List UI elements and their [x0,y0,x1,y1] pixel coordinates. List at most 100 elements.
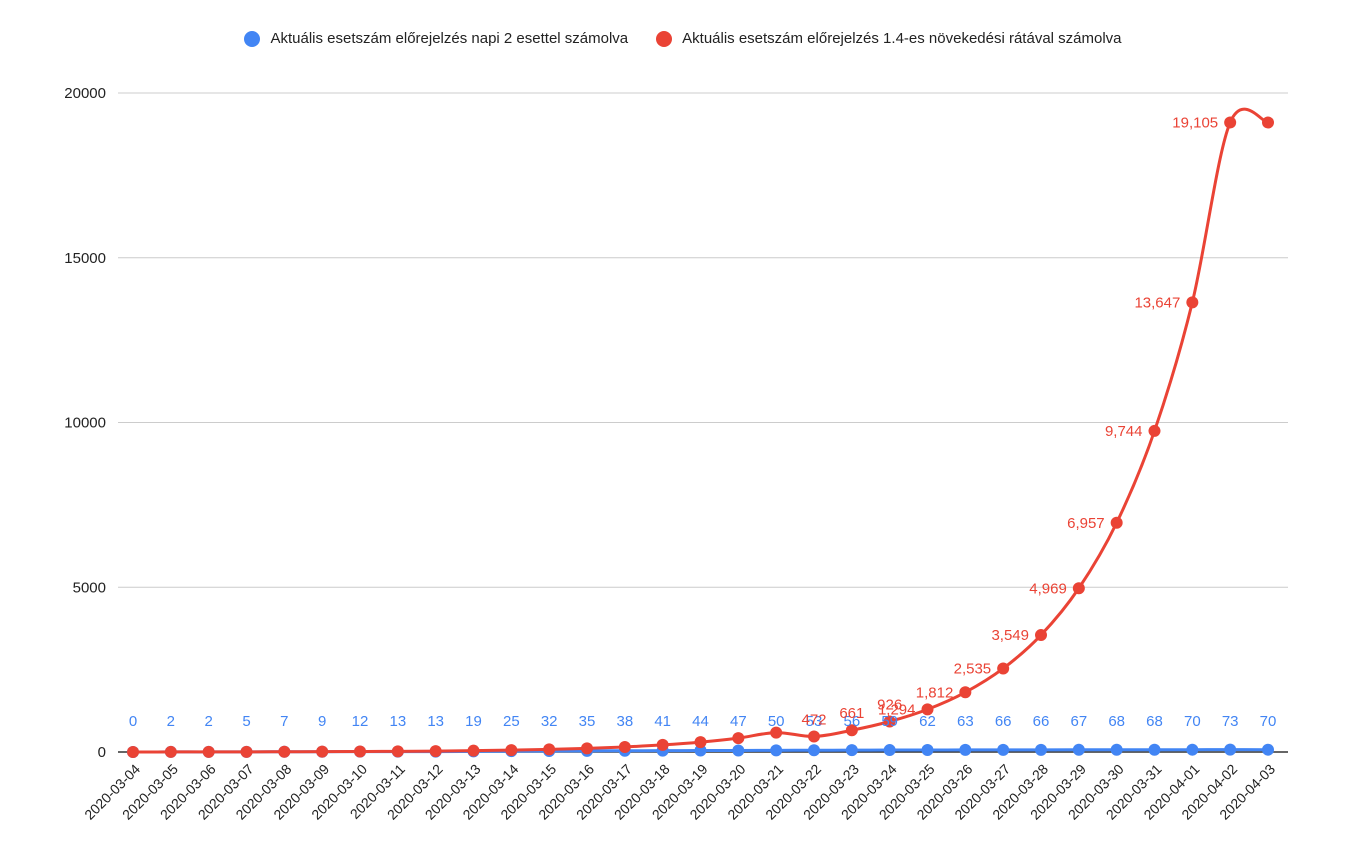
data-label-blue: 70 [1260,713,1277,730]
data-label-red: 6,957 [1067,515,1105,532]
data-point-red[interactable] [316,745,329,758]
data-point-red[interactable] [467,744,480,757]
data-point-blue[interactable] [845,744,858,757]
data-label-blue: 47 [730,713,747,730]
data-point-blue[interactable] [959,743,972,756]
data-label-blue: 9 [318,713,326,730]
data-label-blue: 59 [881,713,898,730]
legend-marker-blue [244,30,261,47]
y-tick-label: 15000 [64,250,106,267]
data-point-blue[interactable] [770,744,783,757]
data-label-blue: 0 [129,713,137,730]
data-point-blue[interactable] [732,744,745,757]
data-label-red: 3,549 [991,627,1029,644]
data-point-red[interactable] [1224,116,1237,129]
data-point-blue[interactable] [1186,743,1199,756]
data-label-blue: 68 [1146,713,1163,730]
data-point-red[interactable] [694,736,707,749]
data-point-blue[interactable] [1035,743,1047,756]
y-tick-label: 10000 [64,415,106,432]
data-point-red[interactable] [921,703,934,716]
data-label-blue: 66 [1033,713,1050,730]
y-tick-label: 0 [98,744,106,761]
data-label-red: 1,812 [916,684,954,701]
data-point-blue[interactable] [1110,743,1123,756]
data-point-red[interactable] [278,745,291,758]
data-point-red[interactable] [1072,582,1085,595]
data-point-red[interactable] [732,732,745,745]
data-label-red: 1,294 [878,701,916,718]
data-label-red: 926 [877,696,902,713]
data-label-blue: 63 [957,713,974,730]
data-point-red[interactable] [808,730,820,743]
data-point-red[interactable] [202,745,215,758]
data-point-red[interactable] [845,724,858,737]
data-point-red[interactable] [429,745,442,758]
data-point-red[interactable] [618,740,631,753]
data-point-red[interactable] [543,743,556,756]
data-label-blue: 19 [465,713,482,730]
data-point-red[interactable] [1148,424,1161,437]
data-label-blue: 56 [843,713,860,730]
data-label-red: 661 [839,705,864,722]
data-label-blue: 35 [579,713,596,730]
data-label-blue: 44 [692,713,709,730]
data-label-blue: 32 [541,713,558,730]
data-label-blue: 66 [995,713,1012,730]
data-point-blue[interactable] [997,743,1010,756]
data-point-red[interactable] [505,744,518,757]
data-label-blue: 68 [1108,713,1125,730]
data-label-blue: 53 [806,713,823,730]
data-point-blue[interactable] [1072,743,1085,756]
data-point-red[interactable] [883,715,896,728]
y-tick-label: 5000 [73,579,106,596]
data-label-red: 13,647 [1134,294,1180,311]
data-point-red[interactable] [391,745,404,758]
data-label-blue: 25 [503,713,520,730]
data-label-red: 472 [801,711,826,728]
data-label-blue: 38 [616,713,633,730]
data-point-blue[interactable] [921,743,934,756]
data-label-blue: 67 [1070,713,1087,730]
legend-item-red[interactable]: Aktuális esetszám előrejelzés 1.4-es növ… [656,30,1122,47]
data-point-blue[interactable] [1224,743,1237,756]
data-point-red[interactable] [1110,516,1123,529]
data-point-red[interactable] [997,662,1010,675]
data-point-red[interactable] [770,726,783,739]
series-line-red [132,107,1269,754]
data-label-blue: 2 [167,713,175,730]
data-point-red[interactable] [127,746,139,758]
data-point-red[interactable] [240,745,253,758]
data-point-blue[interactable] [808,744,820,757]
data-label-blue: 62 [919,713,936,730]
legend-label-blue: Aktuális esetszám előrejelzés napi 2 ese… [270,30,629,47]
data-point-red[interactable] [354,745,366,758]
data-label-blue: 41 [654,713,671,730]
data-point-red[interactable] [1262,116,1274,129]
data-label-blue: 12 [352,713,369,730]
data-point-red[interactable] [959,686,972,699]
data-label-blue: 70 [1184,713,1201,730]
data-point-red[interactable] [164,745,177,758]
y-tick-label: 20000 [64,85,106,102]
data-label-blue: 50 [768,713,785,730]
data-point-blue[interactable] [1262,743,1274,756]
legend: Aktuális esetszám előrejelzés napi 2 ese… [0,30,1366,47]
data-point-blue[interactable] [1148,743,1161,756]
data-label-red: 2,535 [954,660,992,677]
legend-marker-red [656,30,673,47]
data-point-red[interactable] [581,742,593,755]
data-point-red[interactable] [656,738,669,751]
data-label-red: 4,969 [1029,580,1067,597]
data-point-blue[interactable] [694,744,707,757]
data-label-blue: 2 [204,713,212,730]
data-point-blue[interactable] [883,744,896,757]
data-point-red[interactable] [1035,629,1047,642]
data-label-blue: 5 [242,713,250,730]
data-label-blue: 73 [1222,713,1239,730]
data-point-red[interactable] [1186,296,1199,309]
legend-item-blue[interactable]: Aktuális esetszám előrejelzés napi 2 ese… [244,30,628,47]
data-label-blue: 13 [389,713,406,730]
